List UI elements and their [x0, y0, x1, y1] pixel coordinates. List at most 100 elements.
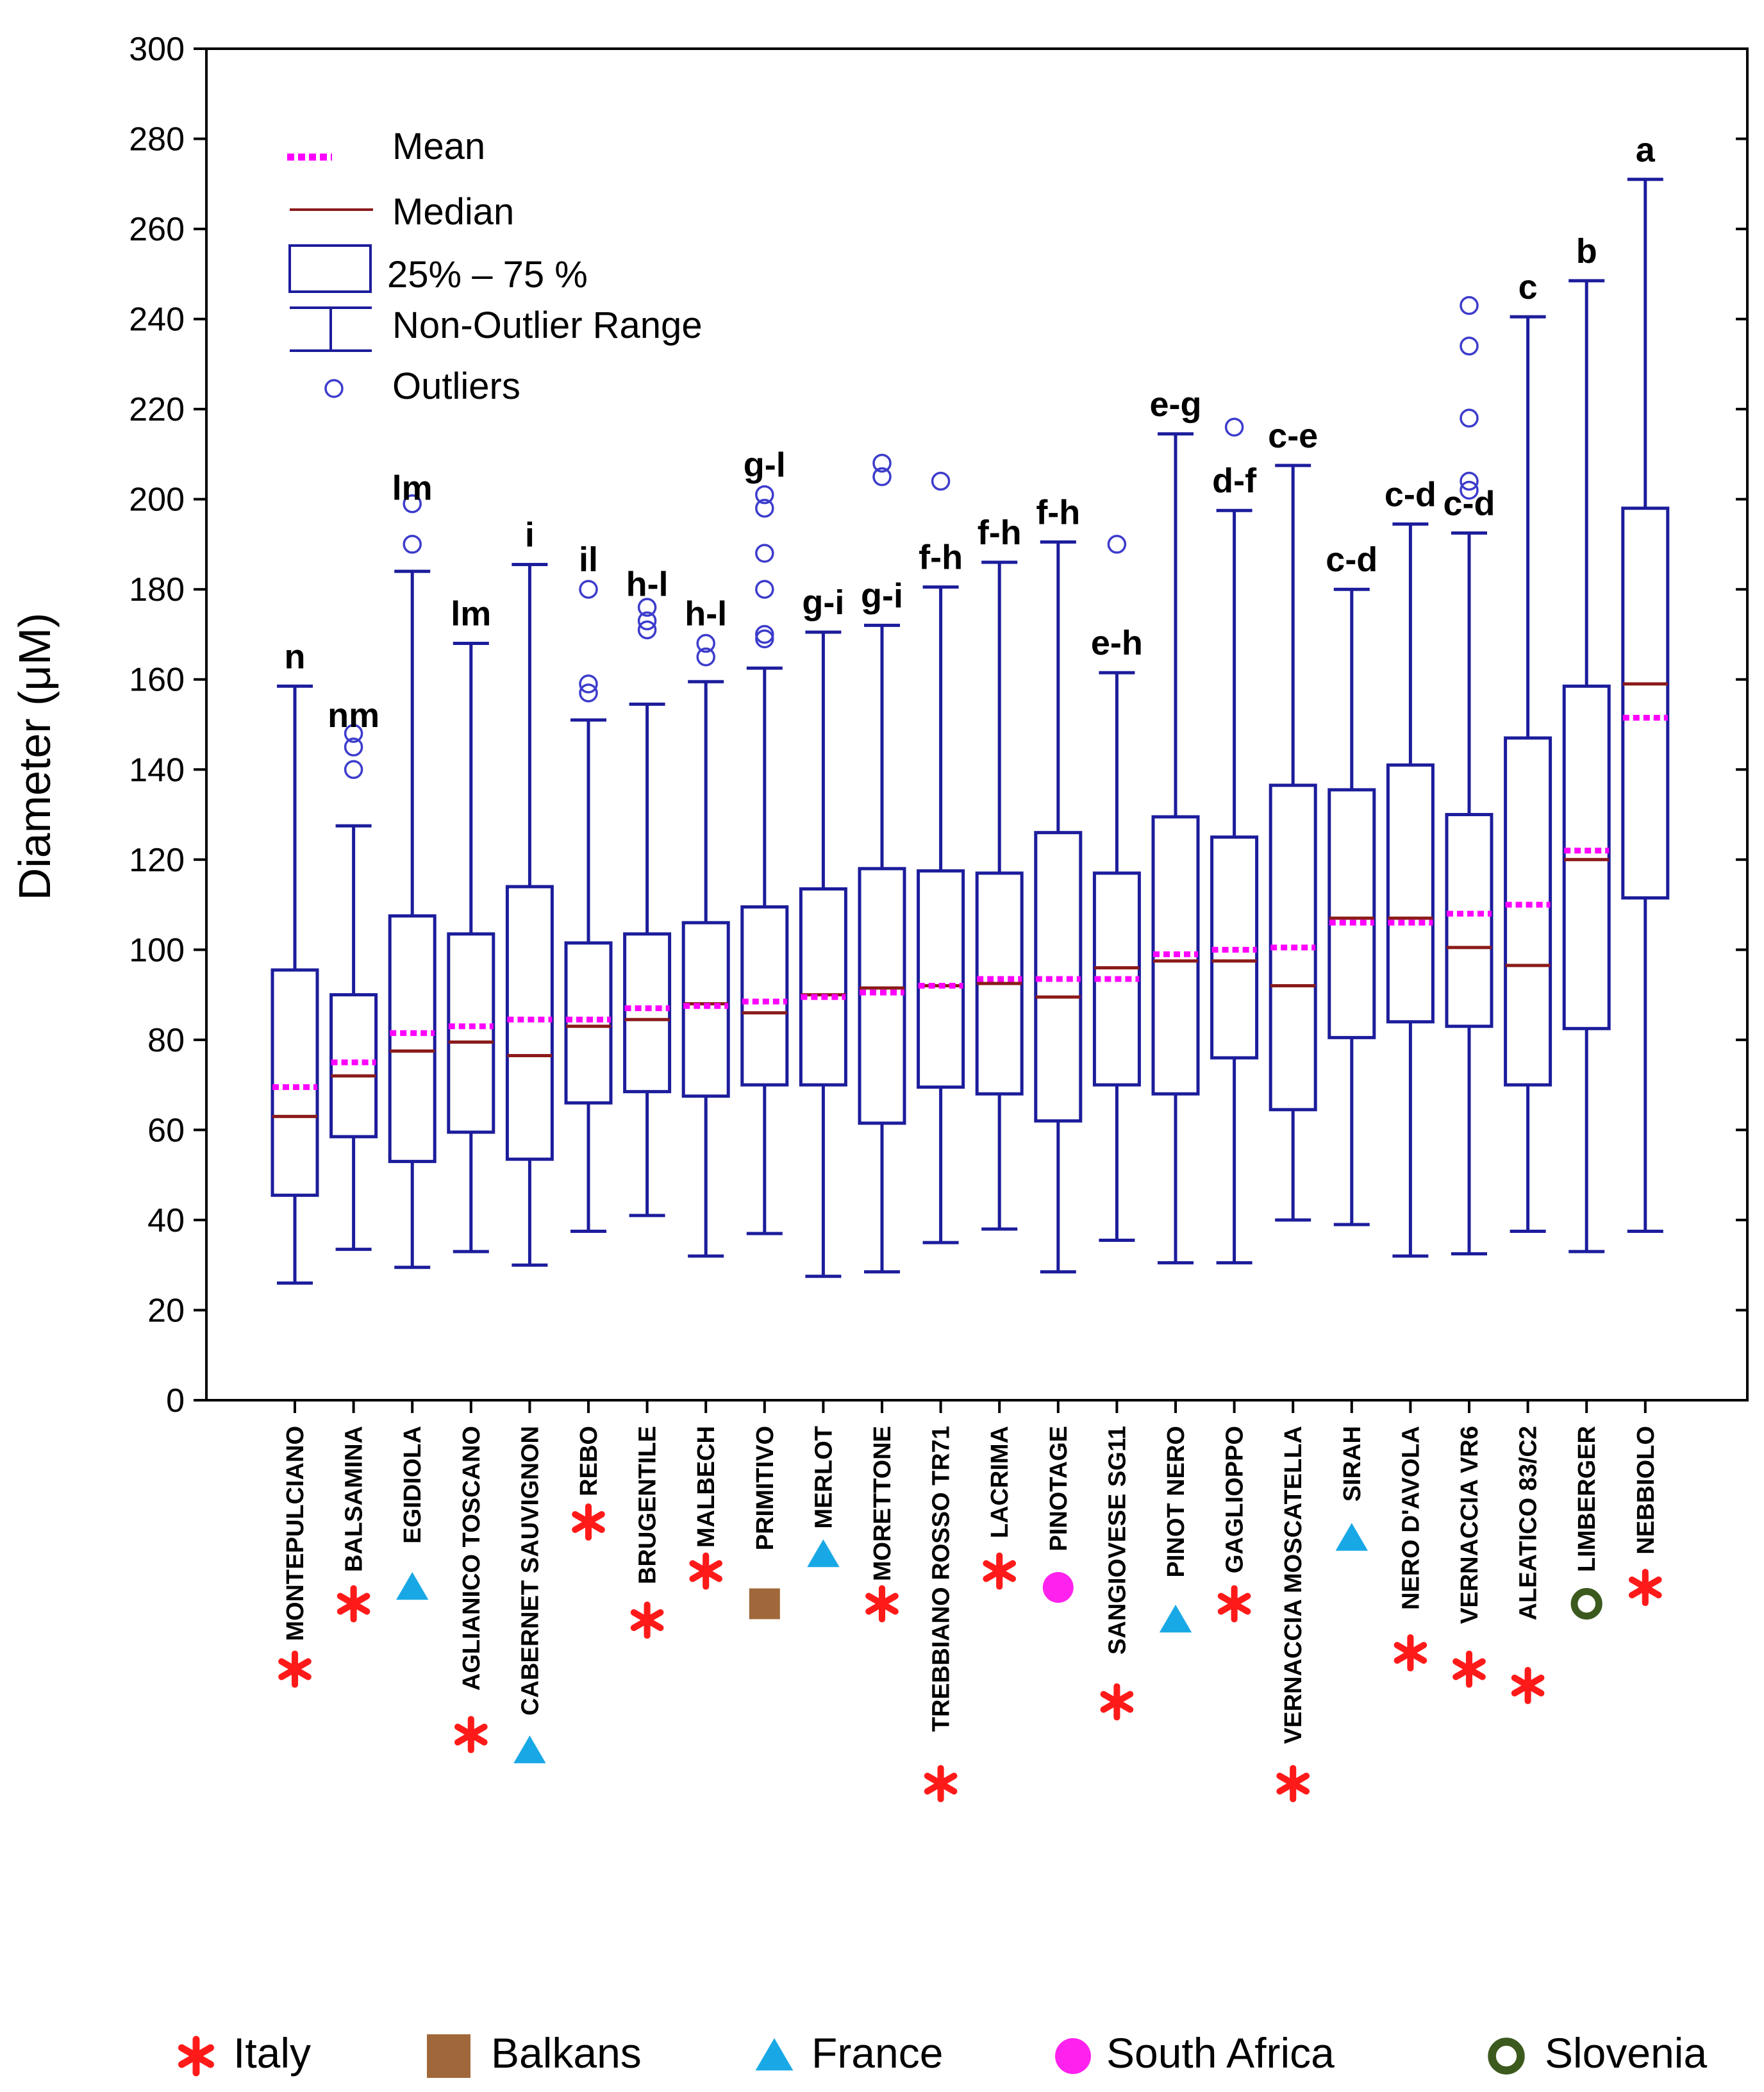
origin-marker-france — [807, 1539, 840, 1568]
origin-marker-france — [1335, 1523, 1368, 1551]
outlier-point — [1107, 535, 1127, 554]
box-balsamina: nm — [328, 696, 379, 1251]
y-tick-label: 180 — [129, 571, 185, 608]
iqr-box — [1504, 736, 1552, 1087]
box-vernaccia-vr6: c-d — [1444, 296, 1495, 1256]
category-label: GAGLIOPPO — [1222, 1426, 1249, 1573]
origin-marker-italy — [689, 1552, 723, 1590]
outlier-point — [1460, 408, 1479, 428]
category-label: MERLOT — [810, 1426, 837, 1528]
significance-letter: a — [1636, 131, 1656, 169]
box-merlot: g-i — [799, 583, 847, 1278]
outlier-point — [344, 760, 363, 780]
y-tick-label: 60 — [147, 1112, 185, 1149]
legend-outlier-swatch — [324, 379, 344, 398]
outlier-point — [755, 629, 774, 649]
category-label: LACRIMA — [986, 1426, 1013, 1538]
category-label: TREBBIANO ROSSO TR71 — [928, 1426, 955, 1732]
box-series: nnm lm lm i il h-l h-l g-l g-i g-i f-h f-h f-h e-h e-g… — [270, 131, 1670, 1285]
significance-letter: lm — [451, 595, 491, 633]
category-label: VERNACCIA VR6 — [1456, 1426, 1483, 1624]
significance-letter: c — [1519, 268, 1538, 306]
box-rebo: il — [564, 540, 613, 1233]
outlier-point — [872, 467, 892, 487]
origin-marker-italy — [1217, 1585, 1251, 1623]
origin-marker-italy — [924, 1764, 958, 1803]
category-label: BRUGENTILE — [635, 1426, 662, 1584]
category-label: NEBBIOLO — [1633, 1426, 1660, 1555]
y-tick-label: 0 — [166, 1382, 185, 1419]
origin-marker-italy — [278, 1650, 312, 1688]
box-primitivo: g-l — [740, 446, 789, 1235]
legend-outlier-label: Outliers — [392, 365, 520, 407]
origin-marker-balkans — [749, 1588, 780, 1619]
box-aglianico-toscano: lm — [447, 595, 495, 1253]
y-tick-label: 120 — [129, 842, 185, 879]
origin-marker-south-africa — [1042, 1572, 1074, 1603]
category-label: SIRAH — [1339, 1426, 1366, 1502]
italy-star-stroke — [1628, 1576, 1662, 1599]
box-montepulciano: n — [270, 637, 319, 1285]
iqr-box — [1621, 506, 1670, 900]
outlier-point — [403, 535, 422, 554]
iqr-box — [799, 887, 847, 1087]
iqr-box — [740, 905, 789, 1087]
outlier-point — [755, 580, 774, 599]
y-tick-label: 20 — [147, 1292, 185, 1329]
outlier-point — [403, 494, 422, 514]
outlier-point — [344, 737, 363, 757]
category-label: EGIDIOLA — [399, 1426, 426, 1544]
category-label: REBO — [576, 1426, 603, 1496]
italy-star-stroke — [630, 1609, 664, 1632]
box-egidiola: lm — [388, 469, 437, 1269]
significance-letter: g-i — [861, 576, 903, 615]
iqr-box — [270, 968, 319, 1197]
significance-letter: c-d — [1385, 475, 1436, 514]
category-label: BALSAMINA — [341, 1426, 368, 1572]
origin-marker-italy — [572, 1503, 605, 1541]
category-label: SANGIOVESE SG11 — [1104, 1426, 1131, 1655]
country-legend-label: France — [811, 2029, 943, 2077]
italy-star-stroke — [983, 1560, 1017, 1582]
italy-star-stroke — [572, 1510, 605, 1534]
box-cabernet-sauvignon: i — [505, 516, 554, 1267]
origin-marker-italy — [1452, 1650, 1486, 1688]
origin-marker-france — [396, 1572, 429, 1600]
box-morettone: g-i — [858, 453, 906, 1274]
outlier-point — [1460, 296, 1479, 315]
significance-letter: c-d — [1444, 484, 1495, 523]
significance-letter: i — [525, 516, 535, 555]
significance-letter: nm — [328, 696, 379, 735]
country-legend-marker-italy — [178, 2036, 214, 2077]
significance-letter: h-l — [626, 565, 669, 603]
outlier-point — [755, 544, 774, 563]
italy-star-stroke — [1394, 1641, 1427, 1664]
italy-star-stroke — [924, 1772, 958, 1795]
italy-star-stroke — [1217, 1593, 1251, 1615]
y-tick-label: 220 — [129, 391, 185, 428]
y-tick-label: 80 — [147, 1022, 185, 1059]
significance-letter: g-l — [744, 446, 786, 485]
outlier-point — [344, 724, 363, 743]
category-label: PINOTAGE — [1045, 1426, 1072, 1552]
iqr-box — [505, 885, 554, 1161]
iqr-box — [858, 867, 906, 1125]
iqr-box — [564, 941, 613, 1105]
outlier-point — [755, 498, 774, 518]
italy-star-stroke — [178, 2044, 214, 2068]
legend-median-label: Median — [392, 191, 514, 233]
outlier-point — [579, 683, 598, 703]
box-nebbiolo: a — [1621, 131, 1670, 1233]
box-pinotage: f-h — [1034, 493, 1083, 1274]
axes: 0 20 40 60 80 100 120 140 160 180 200 220 240 260 280 3… — [129, 31, 1747, 1803]
box-gaglioppo: d-f — [1210, 417, 1259, 1265]
y-tick-label: 300 — [129, 31, 185, 68]
country-legend-marker-france — [755, 2038, 794, 2071]
box-nero-d-avola: c-d — [1385, 475, 1436, 1258]
country-legend-marker-south-africa — [1055, 2038, 1091, 2074]
significance-letter: f-h — [978, 514, 1022, 552]
category-label: MONTEPULCIANO — [282, 1426, 309, 1641]
outlier-point — [637, 598, 657, 617]
category-label: AGLIANICO TOSCANO — [458, 1426, 485, 1691]
legend-mean-label: Mean — [392, 126, 485, 167]
